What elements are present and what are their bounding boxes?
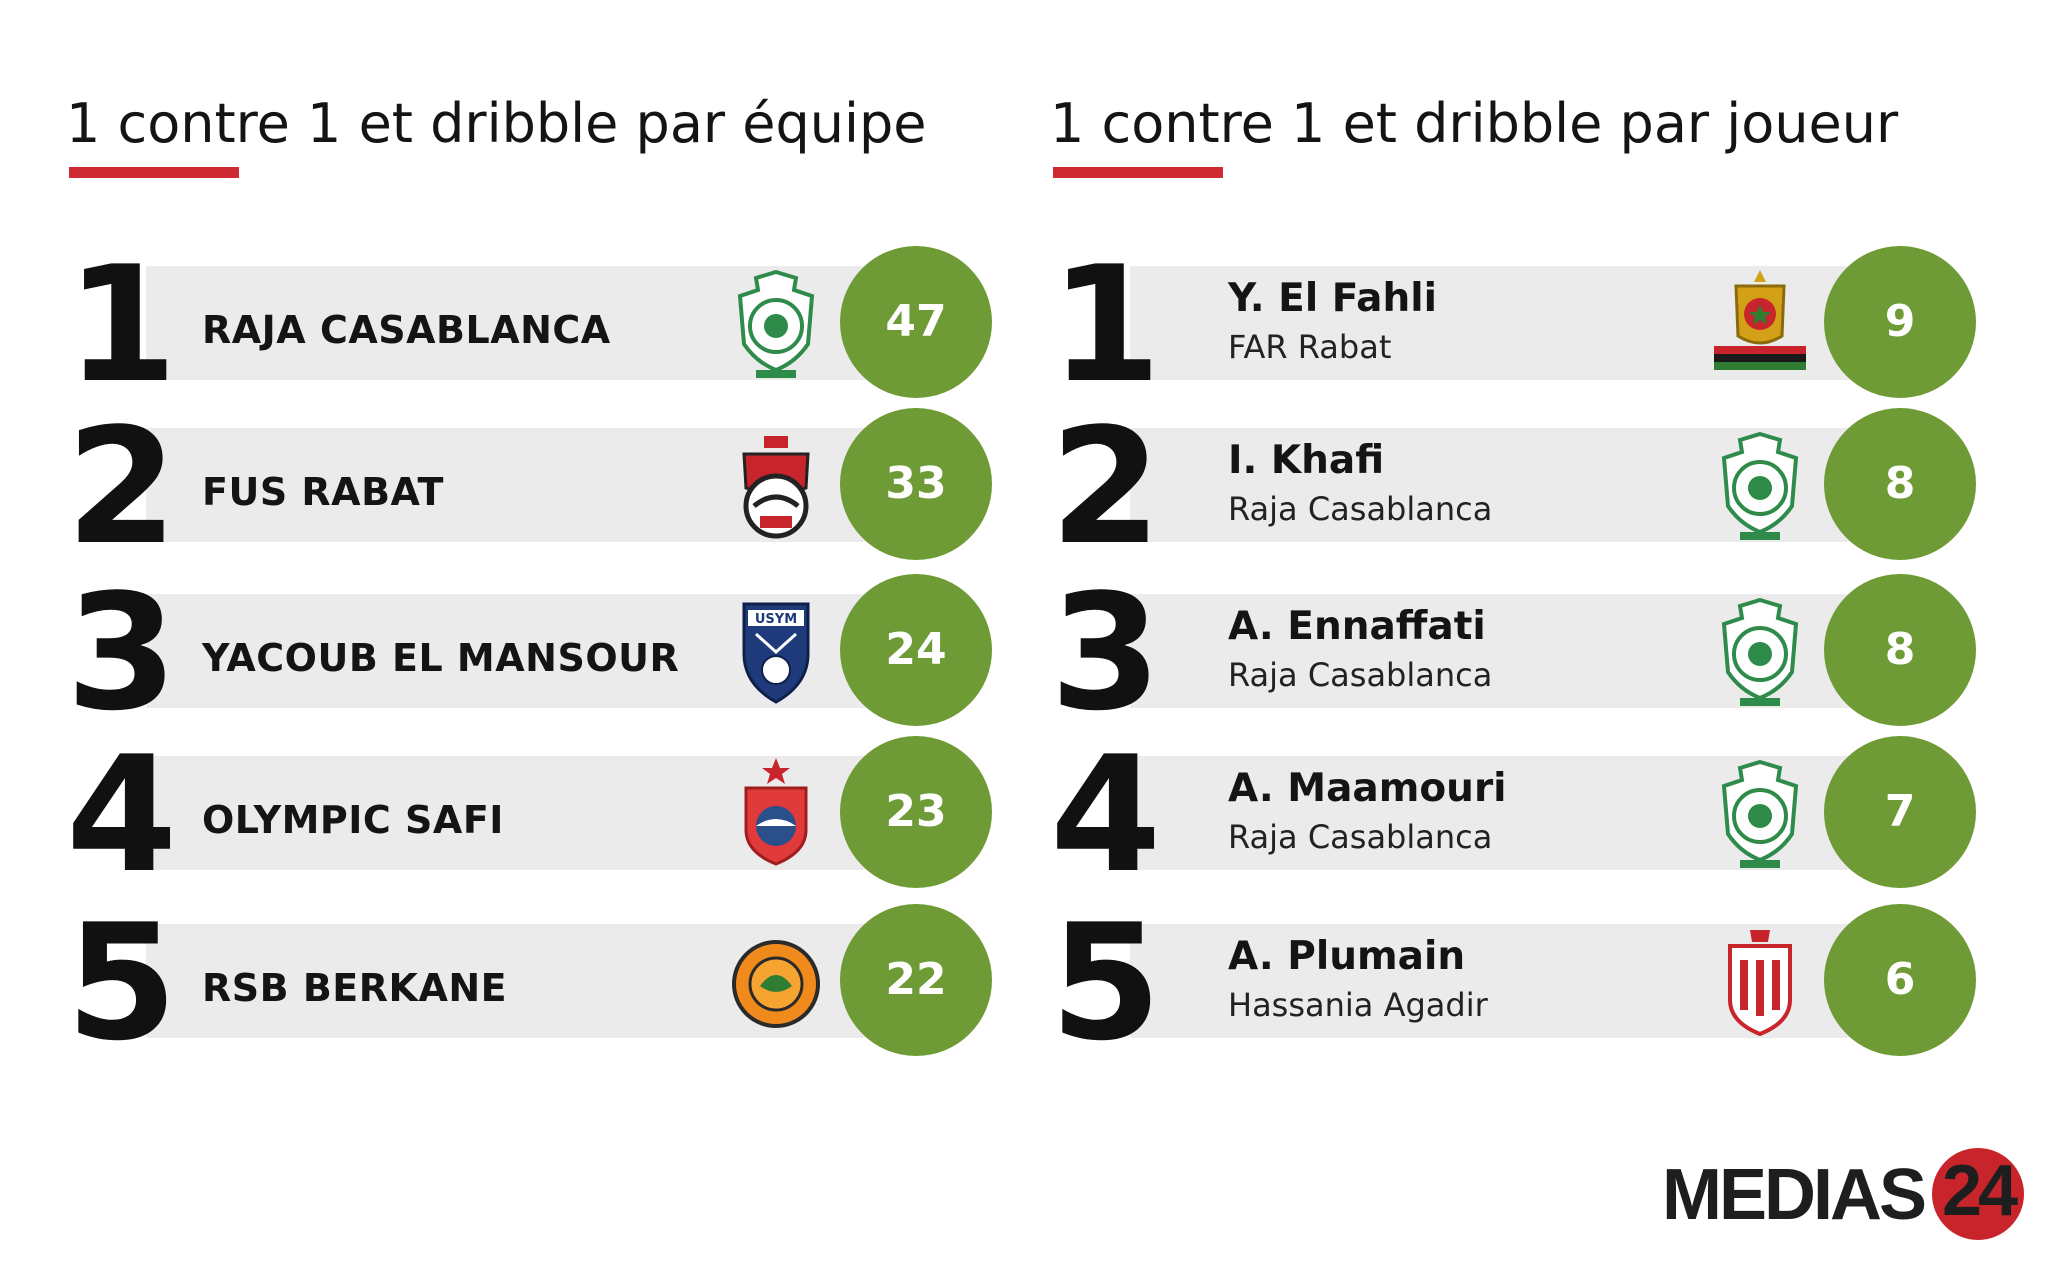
player-name: A. Plumain [1228, 934, 1466, 979]
score-badge: 24 [840, 574, 992, 726]
rank-number: 2 [66, 393, 178, 580]
player-ranking-title: 1 contre 1 et dribble par joueur [1050, 92, 1899, 155]
player-row: 4 A. Maamouri Raja Casablanca 7 [1050, 721, 1980, 908]
score-badge: 47 [840, 246, 992, 398]
player-ranking-panel: 1 contre 1 et dribble par joueur 1 Y. El… [1050, 0, 2010, 1100]
team-name: RSB BERKANE [202, 966, 508, 1010]
player-row: 3 A. Ennaffati Raja Casablanca 8 [1050, 559, 1980, 746]
rank-number: 4 [1050, 721, 1162, 908]
rank-number: 1 [1050, 231, 1162, 418]
team-ranking-title: 1 contre 1 et dribble par équipe [66, 92, 927, 155]
raja-casablanca-crest-icon [1710, 594, 1810, 708]
svg-text:USYM: USYM [755, 612, 797, 627]
player-club: FAR Rabat [1228, 328, 1392, 366]
team-name: FUS RABAT [202, 470, 444, 514]
score-badge: 9 [1824, 246, 1976, 398]
medias24-logo: MEDIAS 24 [1662, 1148, 2024, 1248]
team-ranking-panel: 1 contre 1 et dribble par équipe 1 RAJA … [66, 0, 1026, 1100]
rank-number: 4 [66, 721, 178, 908]
team-row: 4 OLYMPIC SAFI 23 [66, 721, 996, 908]
team-row: 1 RAJA CASABLANCA 47 [66, 231, 996, 418]
rank-number: 5 [66, 889, 178, 1076]
player-name: Y. El Fahli [1228, 276, 1437, 321]
score-badge: 8 [1824, 574, 1976, 726]
player-name: I. Khafi [1228, 438, 1385, 483]
brand-number: 24 [1941, 1151, 2018, 1231]
team-name: OLYMPIC SAFI [202, 798, 504, 842]
team-row: 2 FUS RABAT 33 [66, 393, 996, 580]
hassania-agadir-crest-icon [1710, 924, 1810, 1038]
team-row: 5 RSB BERKANE 22 [66, 889, 996, 1076]
title-underline [69, 167, 239, 178]
brand-name: MEDIAS [1662, 1155, 1927, 1235]
rank-number: 2 [1050, 393, 1162, 580]
score-badge: 7 [1824, 736, 1976, 888]
player-row: 5 A. Plumain Hassania Agadir 6 [1050, 889, 1980, 1076]
player-club: Hassania Agadir [1228, 986, 1488, 1024]
rank-number: 5 [1050, 889, 1162, 1076]
brand-badge [1932, 1148, 2024, 1240]
title-underline [1053, 167, 1223, 178]
far-rabat-crest-icon [1710, 266, 1810, 380]
raja-casablanca-crest-icon [726, 266, 826, 380]
player-club: Raja Casablanca [1228, 490, 1493, 528]
raja-casablanca-crest-icon [1710, 756, 1810, 870]
team-name: RAJA CASABLANCA [202, 308, 611, 352]
score-badge: 22 [840, 904, 992, 1056]
olympic-safi-crest-icon [726, 756, 826, 870]
player-club: Raja Casablanca [1228, 818, 1493, 856]
player-name: A. Maamouri [1228, 766, 1507, 811]
score-badge: 8 [1824, 408, 1976, 560]
usym-crest-icon: USYM [726, 594, 826, 708]
player-club: Raja Casablanca [1228, 656, 1493, 694]
team-row: 3 YACOUB EL MANSOUR USYM 24 [66, 559, 996, 746]
score-badge: 23 [840, 736, 992, 888]
fus-rabat-crest-icon [726, 428, 826, 542]
score-badge: 33 [840, 408, 992, 560]
rank-number: 1 [66, 231, 178, 418]
player-row: 2 I. Khafi Raja Casablanca 8 [1050, 393, 1980, 580]
raja-casablanca-crest-icon [1710, 428, 1810, 542]
score-badge: 6 [1824, 904, 1976, 1056]
rsb-berkane-crest-icon [726, 924, 826, 1038]
rank-number: 3 [66, 559, 178, 746]
rank-number: 3 [1050, 559, 1162, 746]
player-row: 1 Y. El Fahli FAR Rabat 9 [1050, 231, 1980, 418]
team-name: YACOUB EL MANSOUR [202, 636, 680, 680]
player-name: A. Ennaffati [1228, 604, 1486, 649]
